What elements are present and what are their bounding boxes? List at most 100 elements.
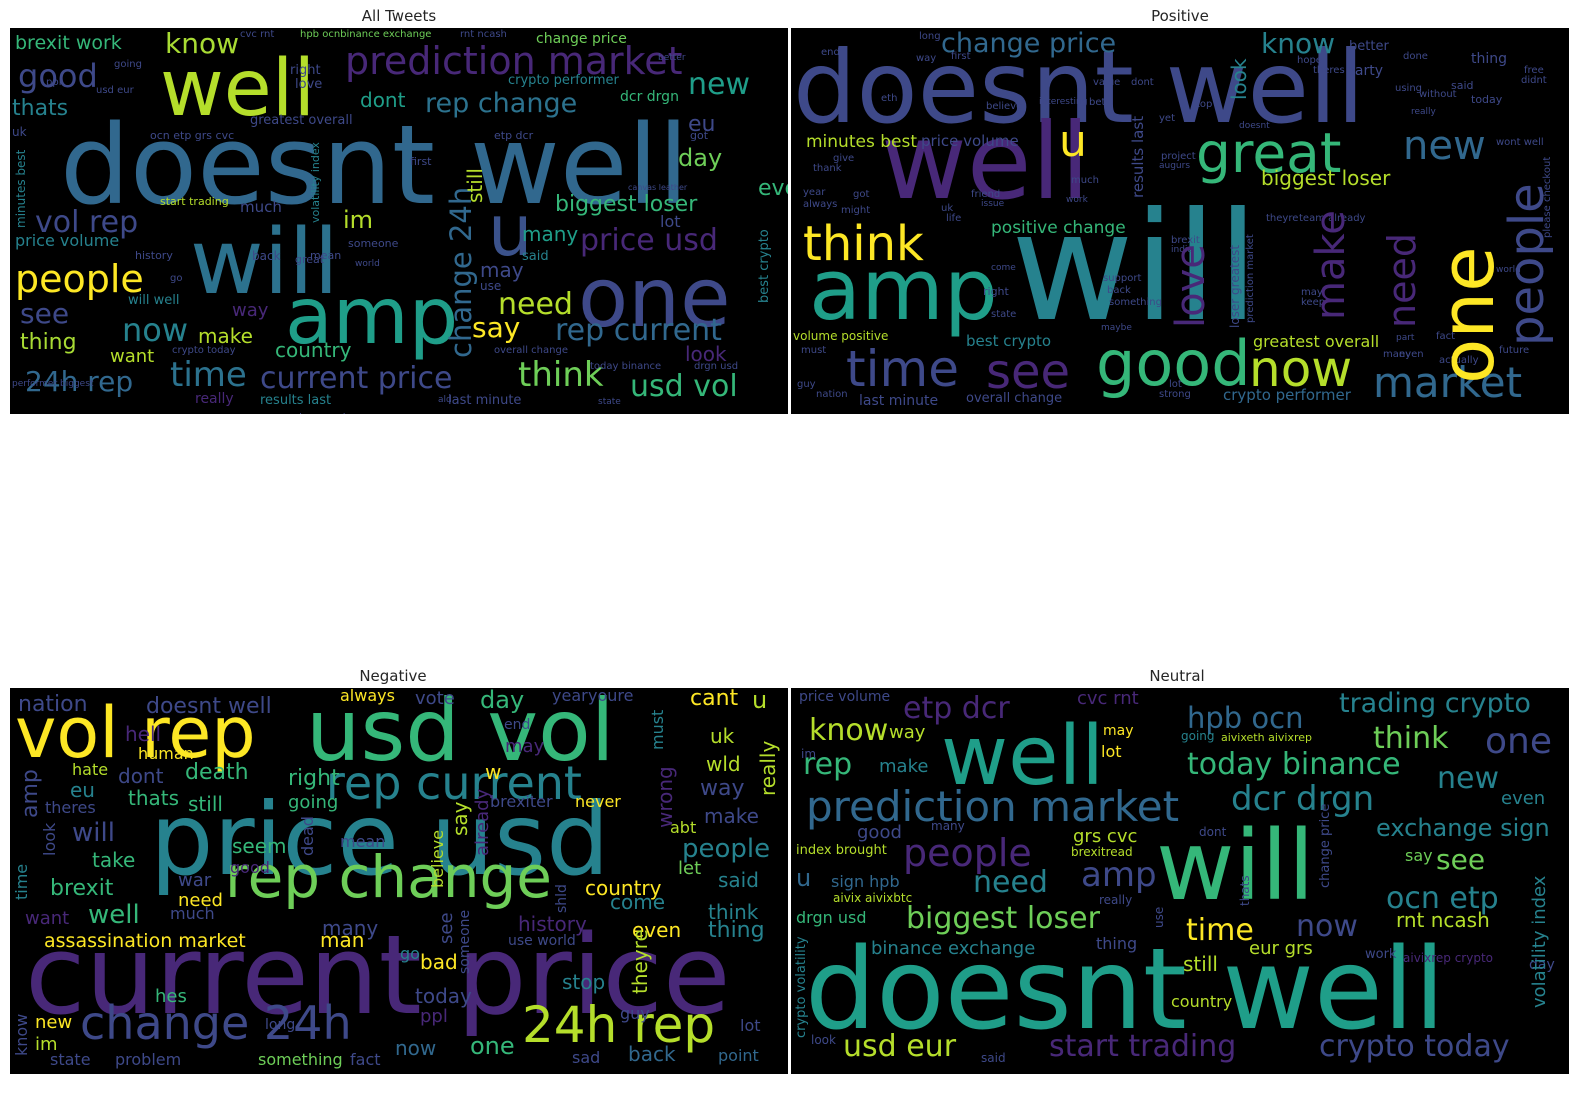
- word: end: [504, 717, 531, 733]
- word: future: [1499, 345, 1530, 356]
- word: issue: [981, 199, 1005, 209]
- panel-title-positive: Positive: [1151, 7, 1209, 25]
- word: country: [585, 876, 662, 900]
- word-vertical: believe: [428, 829, 447, 888]
- word: one: [578, 251, 731, 346]
- word: back: [1107, 285, 1131, 296]
- word: country: [275, 338, 352, 362]
- word: eu: [688, 112, 716, 137]
- word: crypto performer: [508, 73, 619, 88]
- word: binance exchange: [871, 938, 1036, 959]
- word: value: [1093, 77, 1121, 88]
- panel-title-neutral: Neutral: [1149, 667, 1205, 685]
- word: etp dcr: [494, 129, 534, 142]
- word: wont well: [1496, 137, 1544, 148]
- word: abt: [670, 818, 697, 837]
- word: want: [25, 908, 70, 929]
- word: problem: [115, 1050, 182, 1069]
- word: team already: [1299, 213, 1366, 224]
- word: crypto today: [172, 345, 236, 356]
- word: many: [322, 916, 379, 940]
- word: amp: [1081, 855, 1157, 895]
- word: hpb ocnbinance exchange: [300, 29, 432, 40]
- word: believe: [986, 101, 1023, 112]
- word: etp dcr: [903, 691, 1010, 726]
- word: without: [1419, 89, 1457, 100]
- word: amp: [285, 272, 459, 362]
- word: make: [198, 324, 253, 348]
- word-vertical: use: [1152, 906, 1166, 928]
- word: work: [1365, 947, 1397, 962]
- wordcloud-negative: current price price usd usd vol vol rep …: [10, 688, 788, 1074]
- word-vertical: crypto volatility: [794, 936, 809, 1038]
- word: today binance: [590, 361, 662, 372]
- word: price volume: [15, 231, 120, 250]
- word-vertical: minutes best: [14, 149, 28, 228]
- word: may: [480, 258, 524, 282]
- word: well: [881, 101, 1090, 223]
- word: performer biggest: [12, 379, 94, 389]
- word: even: [1399, 349, 1424, 360]
- word: usd eur: [96, 85, 134, 96]
- word: think: [803, 216, 924, 272]
- word: rep: [803, 747, 853, 782]
- wordcloud-neutral: doesnt well will well prediction market …: [791, 688, 1569, 1074]
- word: think: [1373, 721, 1449, 756]
- word-vertical: amp: [18, 769, 43, 818]
- word: change price: [941, 28, 1117, 59]
- word: last minute: [448, 393, 522, 408]
- word: im: [801, 747, 817, 761]
- word: know: [1261, 28, 1335, 60]
- word: dont: [1131, 77, 1154, 88]
- word: exchange sign: [1376, 814, 1550, 842]
- word: know: [165, 28, 239, 60]
- word: time: [846, 340, 959, 398]
- word: friend: [971, 189, 1001, 200]
- word: theyre: [1266, 213, 1299, 224]
- word: war: [178, 870, 212, 891]
- word: now: [122, 311, 189, 349]
- word: day: [678, 144, 723, 172]
- word: really: [1099, 893, 1133, 907]
- word: ocn etp: [1386, 881, 1499, 916]
- word: go: [400, 944, 420, 963]
- word: w: [485, 760, 502, 784]
- panel-title-all: All Tweets: [361, 7, 437, 25]
- word: still: [188, 792, 223, 816]
- word: india: [1171, 245, 1193, 255]
- word: current price: [25, 911, 731, 1039]
- word: brexiter: [490, 792, 553, 811]
- word: usd eur: [843, 1029, 957, 1064]
- word: grs cvc: [1073, 826, 1138, 847]
- word: still: [1183, 952, 1218, 976]
- word: market: [1373, 358, 1523, 407]
- word: yet: [1159, 113, 1175, 124]
- word-vertical: volatility index: [309, 142, 322, 223]
- word: support: [1103, 273, 1142, 284]
- word: know: [809, 713, 889, 748]
- word: doesnt well: [146, 694, 272, 719]
- word: cvc rnt: [240, 29, 275, 40]
- word: keep: [1301, 297, 1326, 308]
- word: will: [72, 818, 115, 848]
- word: will: [1156, 810, 1315, 922]
- word: rep current: [555, 313, 722, 348]
- word: will well: [128, 293, 180, 308]
- word: year: [552, 688, 588, 705]
- word: let: [678, 858, 702, 879]
- word: must: [801, 345, 827, 356]
- word: death: [185, 760, 249, 785]
- word: project: [1161, 151, 1196, 162]
- word: going: [288, 792, 339, 813]
- word: world: [355, 259, 380, 269]
- word: biggest loser: [1261, 166, 1391, 190]
- word: sign hpb: [831, 872, 900, 891]
- word: nation: [18, 692, 88, 717]
- word: change 24h: [80, 996, 352, 1050]
- word: best crypto: [966, 332, 1052, 350]
- word: price usd: [580, 223, 718, 258]
- word-vertical: make: [1308, 210, 1354, 320]
- word: make: [879, 756, 929, 777]
- word: said: [522, 249, 549, 264]
- word: amp: [809, 241, 998, 340]
